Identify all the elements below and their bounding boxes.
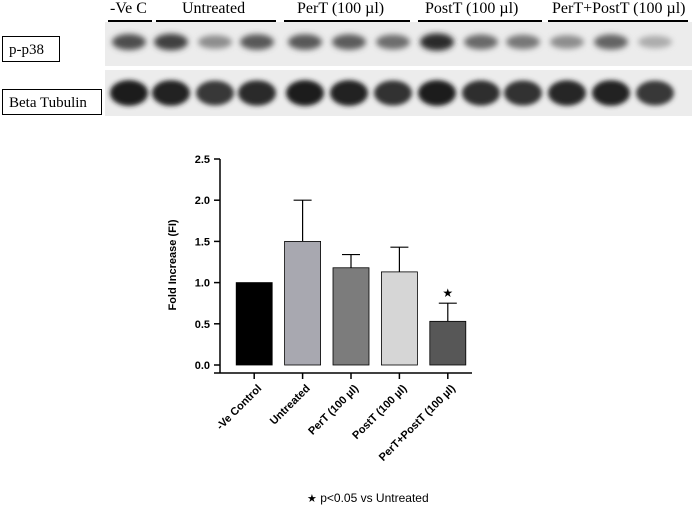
blot-band <box>594 34 628 50</box>
blot-band <box>418 80 456 106</box>
blot-band <box>638 35 672 49</box>
bar <box>429 320 467 366</box>
lane-label-untreated: Untreated <box>182 0 246 17</box>
y-tick-label: 2.0 <box>195 195 210 207</box>
blot-band <box>288 34 322 50</box>
blot-band <box>238 80 276 106</box>
y-tick-label: 0.0 <box>195 360 210 372</box>
lane-rule <box>156 20 276 22</box>
y-tick-label: 1.0 <box>195 278 210 290</box>
blot-band <box>376 34 410 50</box>
bars: ★ <box>235 199 467 366</box>
y-tick-label: 2.5 <box>195 154 210 166</box>
star-icon: ★ <box>307 493 317 505</box>
blot-band <box>240 34 274 50</box>
blot-band <box>112 34 146 50</box>
blot-label-beta-tubulin: Beta Tubulin <box>2 89 102 115</box>
lane-label-postt: PostT (100 µl) <box>425 0 519 17</box>
lane-label-neg-control: -Ve C <box>110 0 147 17</box>
blot-band <box>550 35 584 49</box>
lane-rule <box>418 20 542 22</box>
bar <box>235 282 273 366</box>
lane-rule <box>548 20 688 22</box>
blot-band <box>504 80 542 106</box>
y-tick-label: 1.5 <box>195 236 210 248</box>
blot-label-p-p38: p-p38 <box>2 36 60 62</box>
bar <box>284 241 322 366</box>
x-tick-label: Untreated <box>268 383 313 428</box>
blot-band <box>462 80 500 106</box>
blot-band <box>110 80 148 106</box>
blot-band <box>152 80 190 106</box>
significance-star-icon: ★ <box>442 286 453 300</box>
blot-band <box>636 80 674 106</box>
blot-band <box>286 80 324 106</box>
bar-chart: Fold Increase (FI) 0.00.51.01.52.02.5 ★ … <box>167 154 472 464</box>
bar <box>380 271 418 366</box>
y-ticks: 0.0 0.5 1.0 1.5 2.0 2.5 <box>195 154 220 372</box>
lane-rule <box>108 20 152 22</box>
bar <box>332 267 370 366</box>
blot-band <box>548 80 586 106</box>
blot-band <box>198 35 232 49</box>
blot-band <box>464 34 498 50</box>
blot-band <box>374 80 412 106</box>
x-tick-label: -Ve Control <box>214 383 264 433</box>
blot-band <box>506 34 540 50</box>
blot-band <box>592 80 630 106</box>
lane-label-pert: PerT (100 µl) <box>297 0 385 17</box>
blot-strip-p-p38 <box>105 22 692 66</box>
lane-rule <box>284 20 410 22</box>
significance-footnote: ★ p<0.05 vs Untreated <box>307 491 429 505</box>
blot-band <box>330 80 368 106</box>
blot-band <box>196 80 234 106</box>
blot-strip-beta-tubulin <box>105 70 692 116</box>
footnote-text: p<0.05 vs Untreated <box>320 491 429 505</box>
y-axis-label: Fold Increase (FI) <box>167 219 179 310</box>
blot-band <box>332 34 366 50</box>
blot-band <box>420 33 454 51</box>
blot-band <box>154 33 188 51</box>
lane-label-pert-postt: PerT+PostT (100 µl) <box>552 0 686 17</box>
y-tick-label: 0.5 <box>195 319 210 331</box>
